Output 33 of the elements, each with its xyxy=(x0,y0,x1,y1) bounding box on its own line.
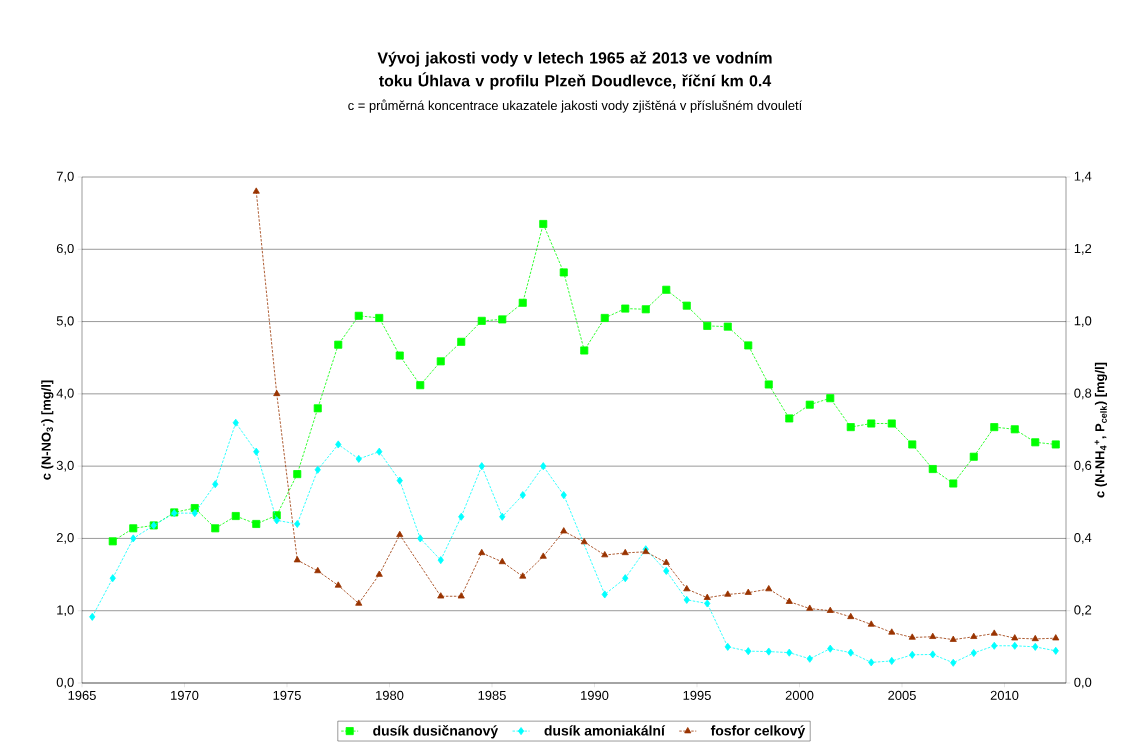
y-tick-label: 7,0 xyxy=(56,171,74,183)
x-tick-label: 2005 xyxy=(888,690,916,700)
y2-tick-label: 0,6 xyxy=(1074,460,1092,472)
y2-tick-label: 1,2 xyxy=(1074,243,1092,255)
y-tick-label: 2,0 xyxy=(56,533,74,544)
x-tick-label: 2000 xyxy=(785,690,814,700)
chart-subtitle: c = průměrná koncentrace ukazatele jakosti vody zjištěná v příslušném dvouletí xyxy=(348,99,803,113)
y2-tick-label: 0,2 xyxy=(1074,605,1092,617)
legend-label: dusík amoniakální xyxy=(544,725,666,736)
x-tick-label: 1975 xyxy=(273,690,301,700)
y2-axis-title: c (N-NH$_{4}$$^{+}$, P$_{celk}$) [mg/l] xyxy=(1094,362,1108,498)
y2-tick-label: 1,4 xyxy=(1074,171,1092,183)
x-tick-label: 1995 xyxy=(683,690,711,700)
y-tick-label: 6,0 xyxy=(56,243,74,255)
x-tick-label: 1965 xyxy=(68,690,96,700)
y-tick-label: 1,0 xyxy=(57,605,74,617)
x-tick-label: 1990 xyxy=(581,690,609,700)
x-tick-label: 1985 xyxy=(478,690,506,700)
chart-title: Vývoj jakosti vody v letech 1965 až 2013 ve vodním toku Úhlava v profilu Plzeň Doudlevce, říční km 0.4 xyxy=(377,51,772,90)
legend-label: fosfor celkový xyxy=(710,725,806,739)
legend-label: dusík dusičnanový xyxy=(373,725,499,739)
x-tick-label: 1980 xyxy=(376,690,404,700)
y-tick-label: 3,0 xyxy=(56,460,74,472)
y2-tick-label: 0,0 xyxy=(1074,677,1092,689)
y2-tick-label: 1,0 xyxy=(1074,316,1092,327)
y-tick-label: 5,0 xyxy=(56,316,74,327)
y-axis-title: c (N-NO$_{3}$$^{-}$) [mg/l] xyxy=(41,380,54,480)
y2-tick-label: 0,8 xyxy=(1074,388,1092,400)
y-tick-label: 4,0 xyxy=(56,388,74,400)
x-tick-label: 1970 xyxy=(171,690,199,700)
y-tick-label: 0,0 xyxy=(56,677,74,689)
x-tick-label: 2010 xyxy=(990,690,1019,700)
y2-tick-label: 0,4 xyxy=(1074,533,1092,544)
